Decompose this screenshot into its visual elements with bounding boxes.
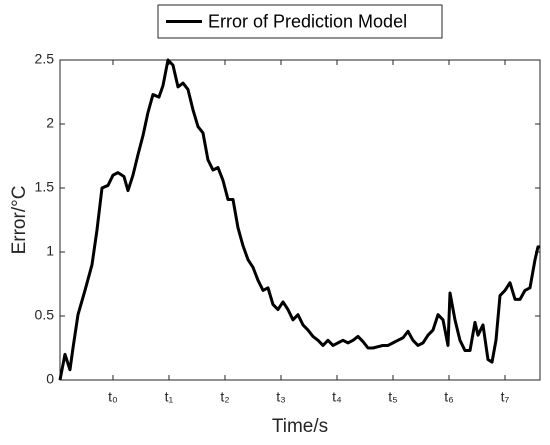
x-tick-label: t₂ (220, 389, 229, 405)
y-tick-label: 0 (46, 371, 54, 387)
x-tick-label: t₄ (332, 389, 342, 405)
legend-box (157, 4, 443, 39)
x-tick-label: t₁ (165, 389, 174, 405)
data-line (58, 58, 540, 381)
y-tick-label: 1 (46, 243, 54, 259)
x-tick-label: t₃ (276, 389, 286, 405)
x-tick-label: t₅ (388, 389, 398, 405)
y-tick-label: 2 (46, 115, 54, 131)
y-tick-label: 1.5 (35, 179, 55, 195)
x-tick-label: t₀ (108, 389, 118, 405)
x-axis-label: Time/s (272, 416, 328, 437)
legend-label: Error of Prediction Model (208, 11, 407, 31)
plot-frame (59, 59, 541, 381)
y-axis-label: Error/°C (9, 186, 30, 255)
y-tick-label: 2.5 (35, 51, 55, 67)
y-tick-label: 0.5 (35, 307, 55, 323)
x-tick-label: t₆ (444, 389, 454, 405)
x-tick-label: t₇ (501, 389, 510, 405)
